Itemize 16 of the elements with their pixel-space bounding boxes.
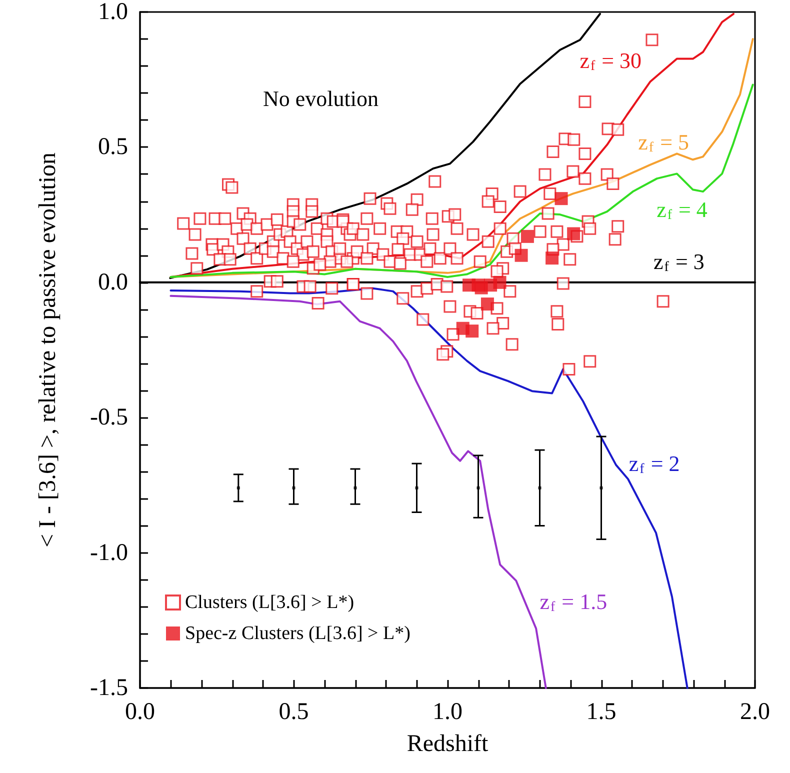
y-tick-label: -1.0: [90, 540, 128, 566]
y-axis-title: < I - [3.6] >, relative to passive evolution: [35, 152, 61, 548]
x-tick-label: 2.0: [740, 699, 770, 725]
x-tick-label: 0.5: [278, 699, 309, 725]
y-tick-label: -0.5: [90, 404, 128, 431]
text: No evolution: [263, 86, 378, 112]
y-tick-label: 0.0: [98, 269, 128, 296]
x-tick-label: 0.0: [125, 699, 155, 725]
x-axis-title: Redshift: [406, 731, 488, 757]
x-tick-label: 1.5: [586, 699, 616, 725]
y-tick-label: -1.5: [90, 675, 128, 701]
legend-label: Spec-z Clusters (L[3.6] > L*): [185, 623, 410, 644]
y-tick-label: 0.5: [98, 134, 128, 160]
legend-label: Clusters (L[3.6] > L*): [185, 592, 354, 613]
y-tick-label: 1.0: [98, 0, 128, 25]
x-tick-label: 1.0: [432, 699, 462, 725]
